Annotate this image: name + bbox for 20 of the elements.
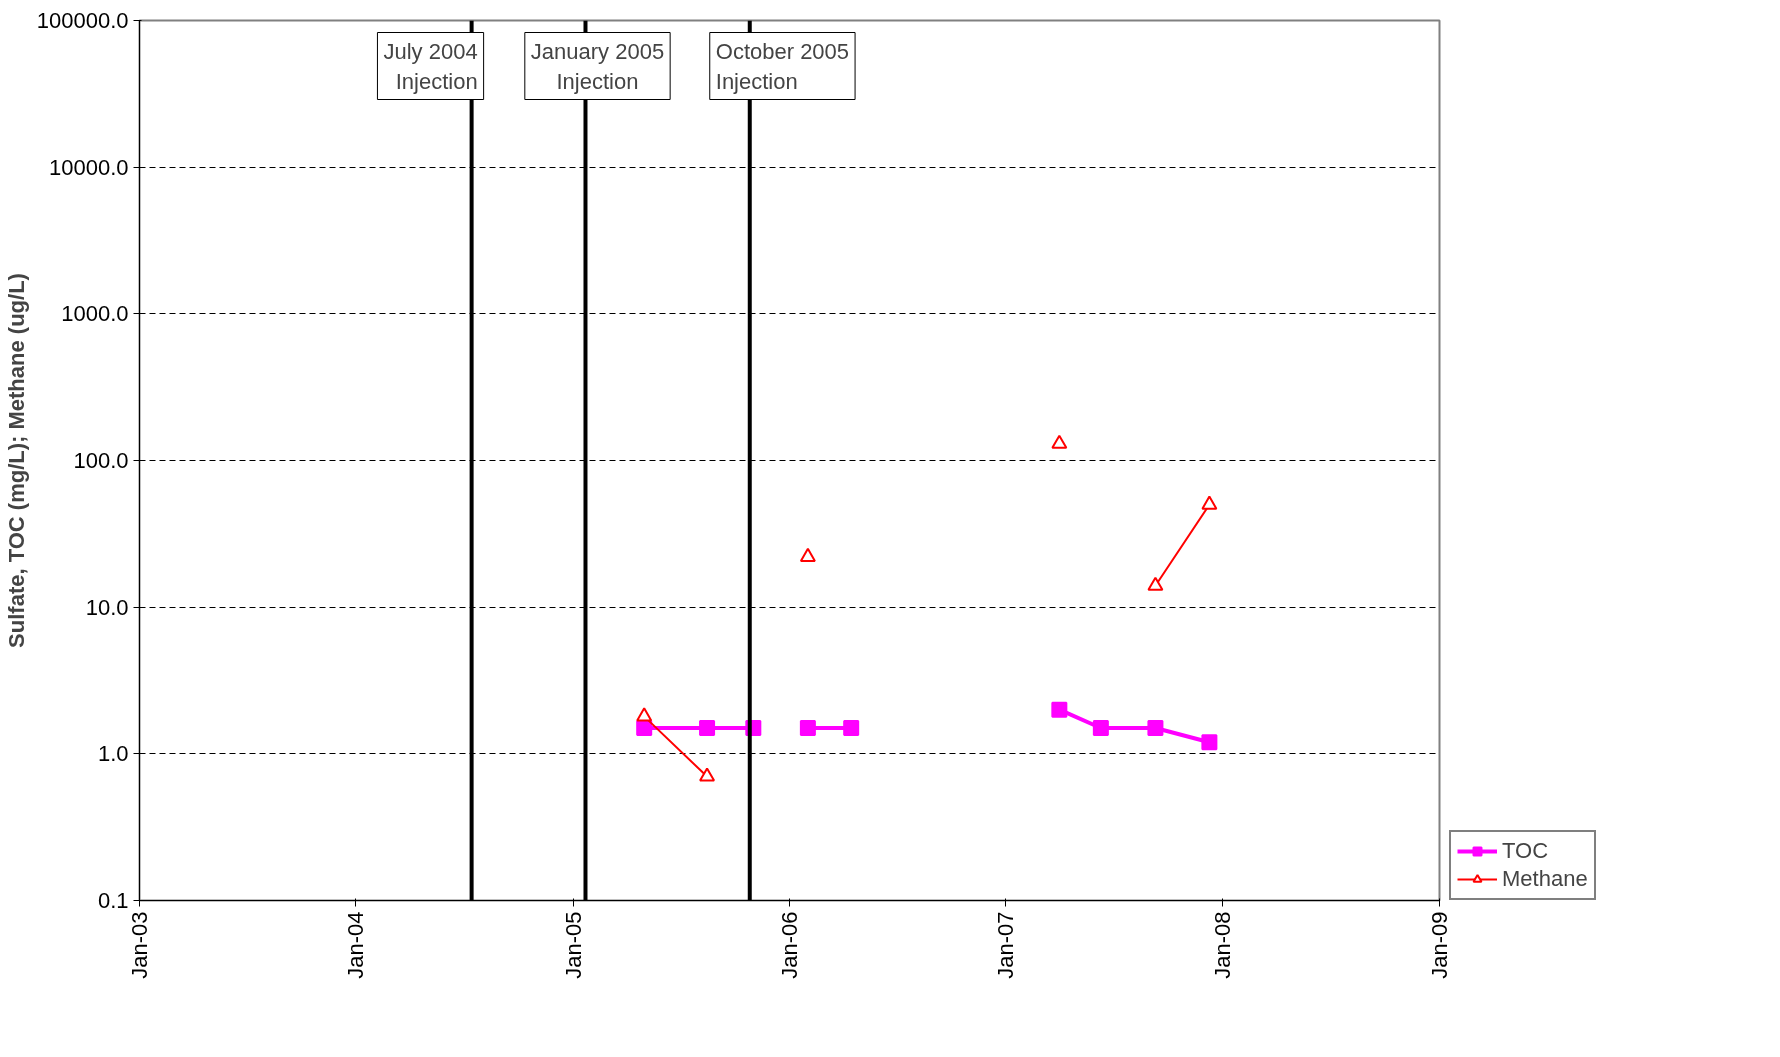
x-tick-label: Jan-04 [343, 911, 369, 979]
ref-line-label: July 2004 Injection [383, 38, 478, 94]
y-tick-label: 1.0 [97, 741, 129, 767]
y-tick-label: 10000.0 [48, 154, 129, 180]
y-tick-label: 0.1 [97, 888, 129, 913]
ref-line-label: January 2005 Injection [530, 38, 665, 94]
x-tick-label: Jan-08 [1209, 911, 1235, 979]
x-tick-label: Jan-09 [1427, 911, 1452, 979]
y-tick-label: 1000.0 [61, 301, 129, 327]
y-tick-label: 100000.0 [36, 8, 129, 33]
legend-label: TOC [1502, 838, 1549, 864]
ref-line-label: October 2005 Injection [715, 38, 850, 94]
x-tick-label: Jan-06 [777, 911, 802, 979]
legend-label: Methane [1502, 866, 1588, 892]
y-axis-title: Sulfate, TOC (mg/L); Methane (ug/L) [3, 273, 29, 648]
x-tick-label: Jan-07 [993, 911, 1019, 979]
y-tick-label: 100.0 [73, 448, 129, 473]
x-tick-label: Jan-05 [560, 911, 586, 979]
y-tick-label: 10.0 [85, 594, 129, 620]
x-tick-label: Jan-03 [127, 911, 152, 979]
